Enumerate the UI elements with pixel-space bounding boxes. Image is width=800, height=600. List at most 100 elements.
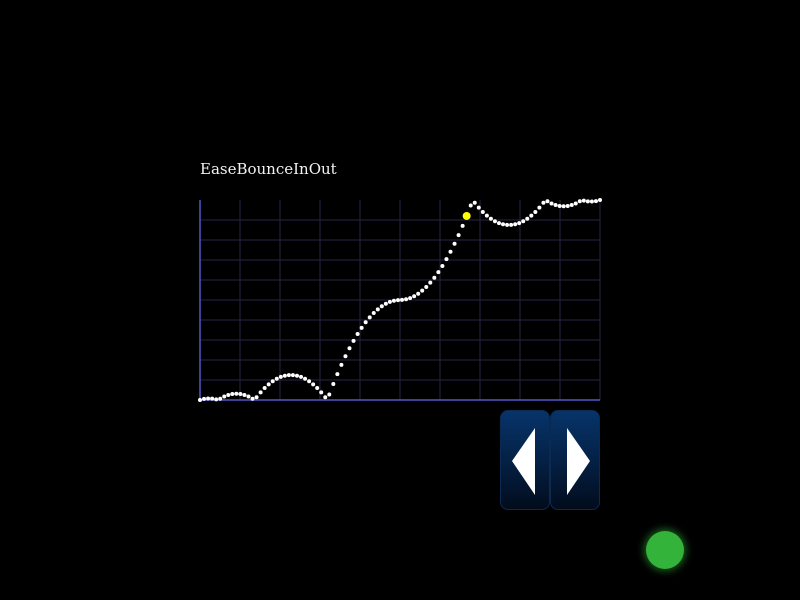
data-point bbox=[343, 354, 348, 359]
data-point bbox=[476, 205, 481, 210]
data-point bbox=[355, 332, 360, 337]
data-point bbox=[577, 199, 582, 204]
data-point bbox=[593, 199, 598, 204]
data-point bbox=[383, 301, 388, 306]
data-point bbox=[400, 297, 405, 302]
data-point bbox=[412, 294, 417, 299]
data-point bbox=[537, 205, 542, 210]
data-point bbox=[238, 392, 243, 397]
data-point bbox=[492, 219, 497, 224]
data-point bbox=[347, 346, 352, 351]
data-point bbox=[488, 216, 493, 221]
data-point bbox=[222, 394, 227, 399]
data-point bbox=[278, 374, 283, 379]
data-point bbox=[254, 395, 259, 400]
data-point bbox=[218, 396, 223, 401]
data-point bbox=[359, 325, 364, 330]
data-point bbox=[553, 203, 558, 208]
data-point bbox=[307, 379, 312, 384]
data-point bbox=[521, 219, 526, 224]
data-point bbox=[303, 376, 308, 381]
data-point bbox=[367, 315, 372, 320]
data-point bbox=[319, 390, 324, 395]
data-point bbox=[408, 296, 413, 301]
data-point bbox=[472, 200, 477, 205]
data-point bbox=[436, 270, 441, 275]
data-point bbox=[311, 382, 316, 387]
data-point bbox=[589, 199, 594, 204]
data-point bbox=[250, 396, 255, 401]
data-point bbox=[484, 213, 489, 218]
data-point bbox=[513, 222, 518, 227]
data-point bbox=[198, 398, 202, 402]
data-point bbox=[545, 199, 550, 204]
chart-axes bbox=[199, 200, 600, 401]
data-point bbox=[456, 233, 461, 238]
data-point bbox=[230, 392, 235, 397]
data-point bbox=[387, 299, 392, 304]
chart-title: EaseBounceInOut bbox=[200, 160, 337, 178]
data-point bbox=[282, 373, 287, 378]
data-point bbox=[549, 201, 554, 206]
data-point bbox=[557, 203, 562, 208]
data-point bbox=[480, 209, 485, 214]
data-point bbox=[452, 241, 457, 246]
data-point bbox=[533, 209, 538, 214]
data-point bbox=[286, 373, 291, 378]
data-point bbox=[501, 222, 506, 227]
data-point bbox=[262, 386, 267, 391]
data-point bbox=[214, 397, 219, 402]
data-point bbox=[496, 221, 501, 226]
data-point bbox=[270, 379, 275, 384]
chart-points bbox=[198, 198, 602, 402]
data-point bbox=[299, 374, 304, 379]
previous-button[interactable] bbox=[500, 410, 550, 510]
data-point bbox=[266, 382, 271, 387]
data-point bbox=[375, 307, 380, 312]
data-point bbox=[440, 263, 445, 268]
data-point bbox=[444, 257, 449, 262]
data-point bbox=[416, 291, 421, 296]
data-point bbox=[274, 376, 279, 381]
data-point bbox=[424, 284, 429, 289]
data-point bbox=[327, 392, 332, 397]
data-point bbox=[448, 249, 453, 254]
data-point bbox=[339, 362, 344, 367]
data-point bbox=[509, 222, 514, 227]
data-point bbox=[420, 288, 425, 293]
data-point bbox=[315, 386, 320, 391]
data-point bbox=[335, 372, 340, 377]
data-point bbox=[391, 298, 396, 303]
status-indicator bbox=[646, 531, 684, 569]
data-point bbox=[460, 223, 465, 228]
data-point bbox=[598, 198, 602, 202]
triangle-right-icon bbox=[567, 428, 590, 495]
data-point bbox=[206, 396, 211, 401]
data-point bbox=[234, 391, 239, 396]
data-point bbox=[561, 204, 566, 209]
data-point bbox=[569, 203, 574, 208]
data-point bbox=[202, 396, 207, 401]
data-point bbox=[525, 216, 530, 221]
chart-grid bbox=[200, 200, 601, 400]
data-point bbox=[323, 395, 328, 400]
data-point bbox=[404, 297, 409, 302]
data-point bbox=[432, 275, 437, 280]
data-point bbox=[573, 201, 578, 206]
data-point bbox=[210, 396, 215, 401]
current-point bbox=[462, 211, 471, 220]
data-point bbox=[581, 198, 586, 203]
data-point bbox=[428, 280, 433, 285]
data-point bbox=[351, 338, 356, 343]
data-point bbox=[371, 311, 376, 316]
data-point bbox=[565, 203, 570, 208]
next-button[interactable] bbox=[550, 410, 600, 510]
data-point bbox=[258, 390, 263, 395]
data-point bbox=[517, 221, 522, 226]
data-point bbox=[290, 373, 295, 378]
data-point bbox=[331, 382, 336, 387]
data-point bbox=[468, 203, 473, 208]
data-point bbox=[242, 392, 247, 397]
